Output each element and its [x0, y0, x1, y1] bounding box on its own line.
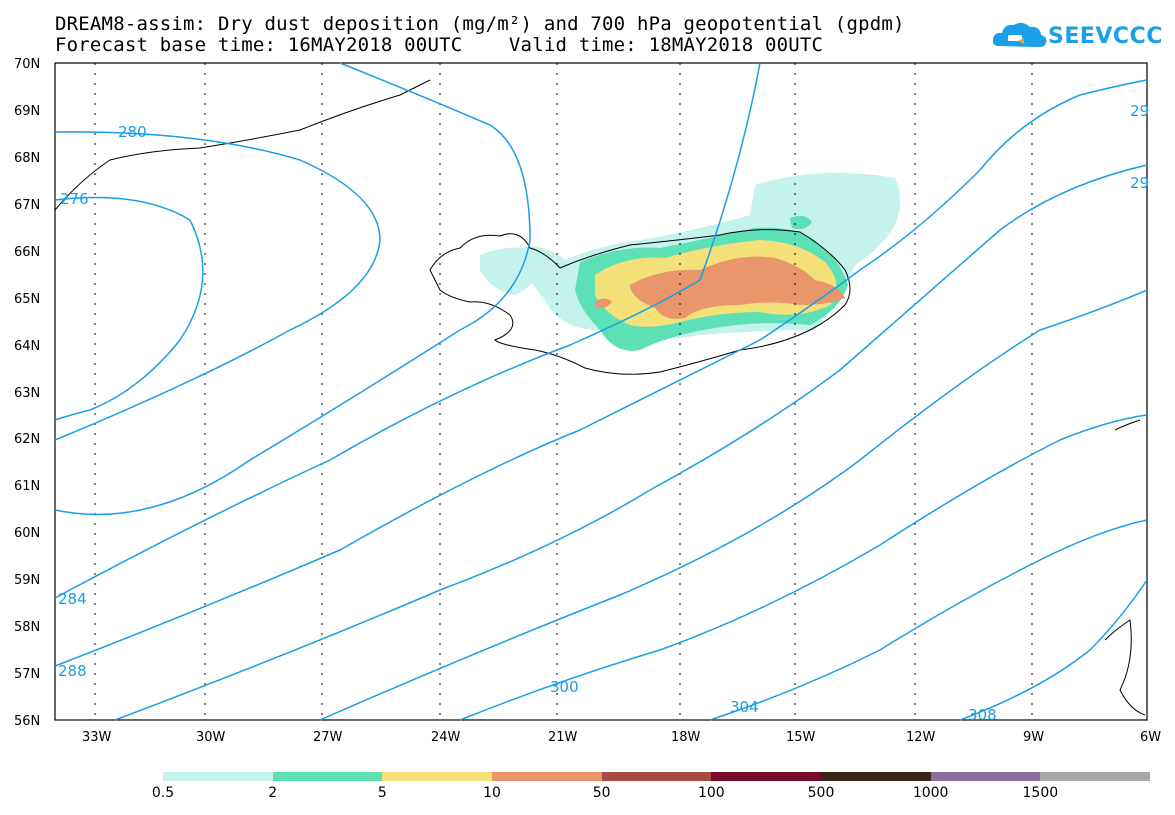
lon-label: 6W — [1140, 730, 1161, 745]
contour-label-29-a: 29 — [1130, 102, 1149, 120]
lat-label: 63N — [14, 386, 40, 401]
legend-label: 2 — [268, 785, 278, 801]
contour-labels: 280 276 284 288 300 304 308 29 29 — [58, 102, 1149, 724]
legend-swatch — [492, 772, 602, 781]
map-subtitle: Forecast base time: 16MAY2018 00UTC Vali… — [55, 34, 824, 56]
contour-label-308: 308 — [968, 706, 997, 724]
contour-280 — [54, 131, 381, 441]
lat-label: 67N — [14, 198, 40, 213]
contour-label-29-b: 29 — [1130, 174, 1149, 192]
lon-label: 15W — [786, 730, 816, 745]
map-title: DREAM8-assim: Dry dust deposition (mg/m²… — [55, 13, 905, 35]
greenland-coastline — [54, 79, 431, 211]
contour-north — [54, 62, 531, 516]
lon-label: 21W — [548, 730, 578, 745]
dust-shading — [480, 172, 900, 351]
contour-292 — [114, 164, 1148, 721]
lon-label: 12W — [906, 730, 936, 745]
contour-label-300: 300 — [550, 678, 579, 696]
seevccc-logo: SEEVCCC — [990, 16, 1162, 56]
lon-label: 24W — [431, 730, 461, 745]
legend-labels: 0.5 2 5 10 50 100 500 1000 1500 — [0, 785, 1175, 805]
legend-label: 1500 — [1022, 785, 1059, 801]
lon-label: 18W — [671, 730, 701, 745]
dust-level-10-spot — [595, 298, 612, 309]
contour-276 — [54, 196, 204, 421]
contour-296 — [319, 289, 1148, 721]
legend-label: 10 — [483, 785, 501, 801]
lat-label: 59N — [14, 573, 40, 588]
dust-level-2-spot — [790, 215, 812, 230]
lat-label: 69N — [14, 104, 40, 119]
legend-swatch — [1040, 772, 1151, 781]
latitude-labels: 70N 69N 68N 67N 66N 65N 64N 63N 62N 61N … — [14, 57, 40, 729]
lat-label: 70N — [14, 57, 40, 72]
legend-swatch — [711, 772, 822, 781]
geopotential-contours — [54, 62, 1148, 721]
iceland-coastline — [429, 229, 851, 375]
legend-label: 500 — [807, 785, 835, 801]
legend-swatch — [272, 772, 383, 781]
lat-label: 66N — [14, 245, 40, 260]
lat-label: 65N — [14, 292, 40, 307]
legend-swatch — [382, 772, 493, 781]
dust-level-10 — [630, 256, 845, 319]
lat-label: 61N — [14, 479, 40, 494]
lat-label: 62N — [14, 432, 40, 447]
lat-label: 57N — [14, 667, 40, 682]
lat-label: 64N — [14, 339, 40, 354]
legend-swatch — [930, 772, 1041, 781]
legend-label: 0.5 — [151, 785, 175, 801]
legend-swatch — [601, 772, 712, 781]
lon-label: 30W — [196, 730, 226, 745]
lon-label: 9W — [1023, 730, 1044, 745]
color-legend — [163, 772, 1151, 781]
contour-288 — [54, 79, 1148, 667]
map-frame — [54, 62, 1148, 721]
lon-label: 27W — [313, 730, 343, 745]
norway-coastline — [1104, 419, 1146, 716]
lon-label: 33W — [82, 730, 112, 745]
cloud-logo-icon — [992, 22, 1047, 47]
coastlines — [54, 79, 1146, 716]
legend-swatch — [163, 772, 273, 781]
legend-label: 50 — [592, 785, 611, 801]
lat-label: 58N — [14, 620, 40, 635]
legend-label: 1000 — [912, 785, 949, 801]
legend-label: 100 — [697, 785, 725, 801]
lat-label: 68N — [14, 151, 40, 166]
graticule — [94, 63, 1033, 720]
contour-label-304: 304 — [730, 698, 759, 716]
contour-304 — [709, 519, 1148, 721]
legend-label: 5 — [377, 785, 387, 801]
legend-swatch — [821, 772, 931, 781]
contour-label-276: 276 — [60, 190, 89, 208]
lat-label: 60N — [14, 526, 40, 541]
longitude-labels: 33W 30W 27W 24W 21W 18W 15W 12W 9W 6W — [82, 730, 1161, 745]
contour-308 — [959, 579, 1148, 721]
lat-label: 56N — [14, 714, 40, 729]
contour-300 — [459, 414, 1148, 721]
contour-284 — [54, 62, 761, 599]
contour-label-288: 288 — [58, 662, 87, 680]
contour-label-280: 280 — [118, 123, 147, 141]
contour-label-284: 284 — [58, 590, 87, 608]
logo-text: SEEVCCC — [1048, 24, 1163, 49]
